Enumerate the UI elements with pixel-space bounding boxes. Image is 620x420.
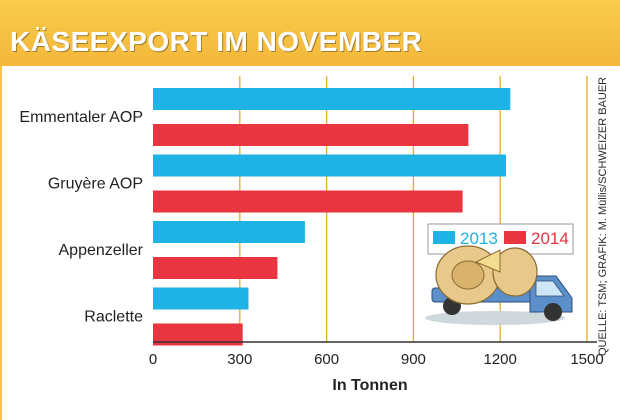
x-tick-label: 900 [401,351,426,368]
x-tick-label: 0 [149,351,157,368]
bar-2014-1 [153,191,463,213]
x-tick-label: 1200 [484,351,517,368]
x-tick-label: 300 [227,351,252,368]
illustration-shadow [425,311,565,325]
category-label: Gruyère AOP [48,176,143,193]
bar-2013-0 [153,88,510,110]
truck-wheel-front [544,303,562,321]
bar-2013-2 [153,221,305,243]
x-tick-labels: 0 300 600 900 1200 1500 [149,351,604,368]
bar-2013-3 [153,288,248,310]
x-tick-label: 600 [314,351,339,368]
legend-label-2013: 2013 [460,229,498,248]
x-axis-label: In Tonnen [332,377,407,394]
legend-swatch-2013 [433,231,455,244]
legend-label-2014: 2014 [531,229,569,248]
category-labels: Emmentaler AOP Gruyère AOP Appenzeller Racl… [19,109,143,326]
bar-2013-1 [153,155,506,177]
cheese-wheel-large-inner [452,261,484,289]
bar-2014-0 [153,124,468,146]
legend-swatch-2014 [504,231,526,244]
category-label: Appenzeller [59,242,144,259]
bar-2014-2 [153,257,277,279]
category-label: Emmentaler AOP [19,109,143,126]
cheese-truck-illustration [425,246,572,325]
x-tick-label: 1500 [570,351,603,368]
category-label: Raclette [84,309,143,326]
